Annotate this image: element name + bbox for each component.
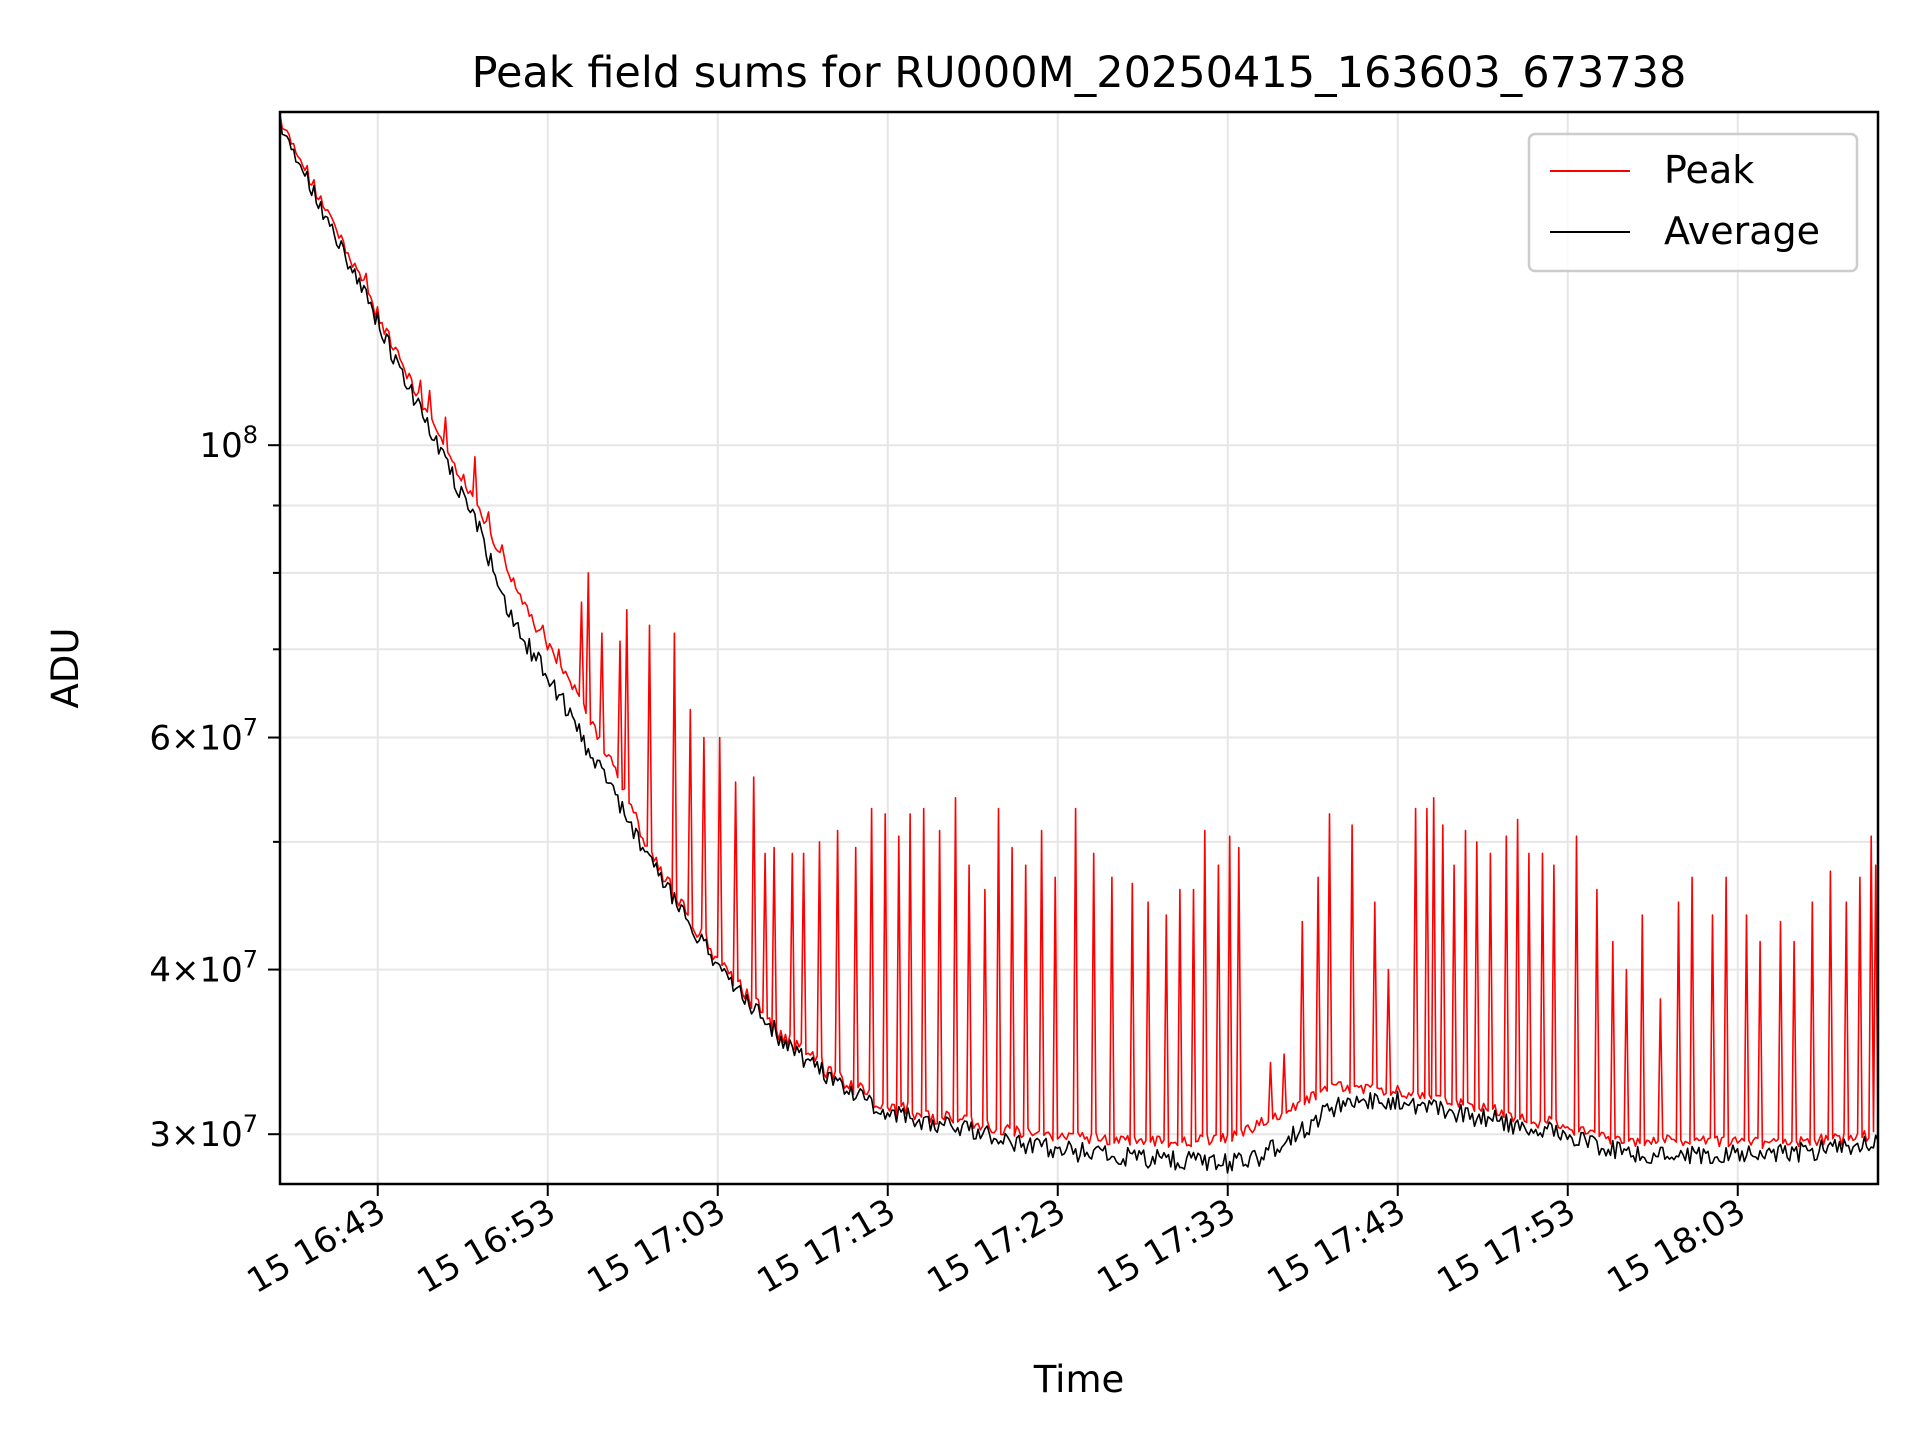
y-tick-label: 108	[199, 421, 258, 466]
y-axis: 108 6×107 4×107 3×107	[149, 421, 280, 1155]
y-axis-label: ADU	[44, 628, 87, 709]
y-tick-label: 4×107	[149, 946, 258, 991]
x-axis-label: Time	[1033, 1358, 1125, 1401]
legend-box	[1527, 132, 1859, 273]
plot-frame	[278, 110, 1880, 1186]
chart-title: Peak field sums for RU000M_20250415_1636…	[472, 48, 1687, 98]
y-tick-label: 6×107	[149, 714, 258, 759]
grid	[280, 112, 1878, 1184]
series-layer	[279, 114, 1879, 1174]
legend: Peak Average	[1527, 132, 1859, 273]
series-peak-line	[279, 114, 1879, 1149]
series-average-line	[279, 119, 1879, 1174]
legend-label-peak: Peak	[1664, 148, 1754, 192]
y-tick-label: 3×107	[149, 1110, 258, 1155]
legend-label-average: Average	[1664, 209, 1820, 253]
